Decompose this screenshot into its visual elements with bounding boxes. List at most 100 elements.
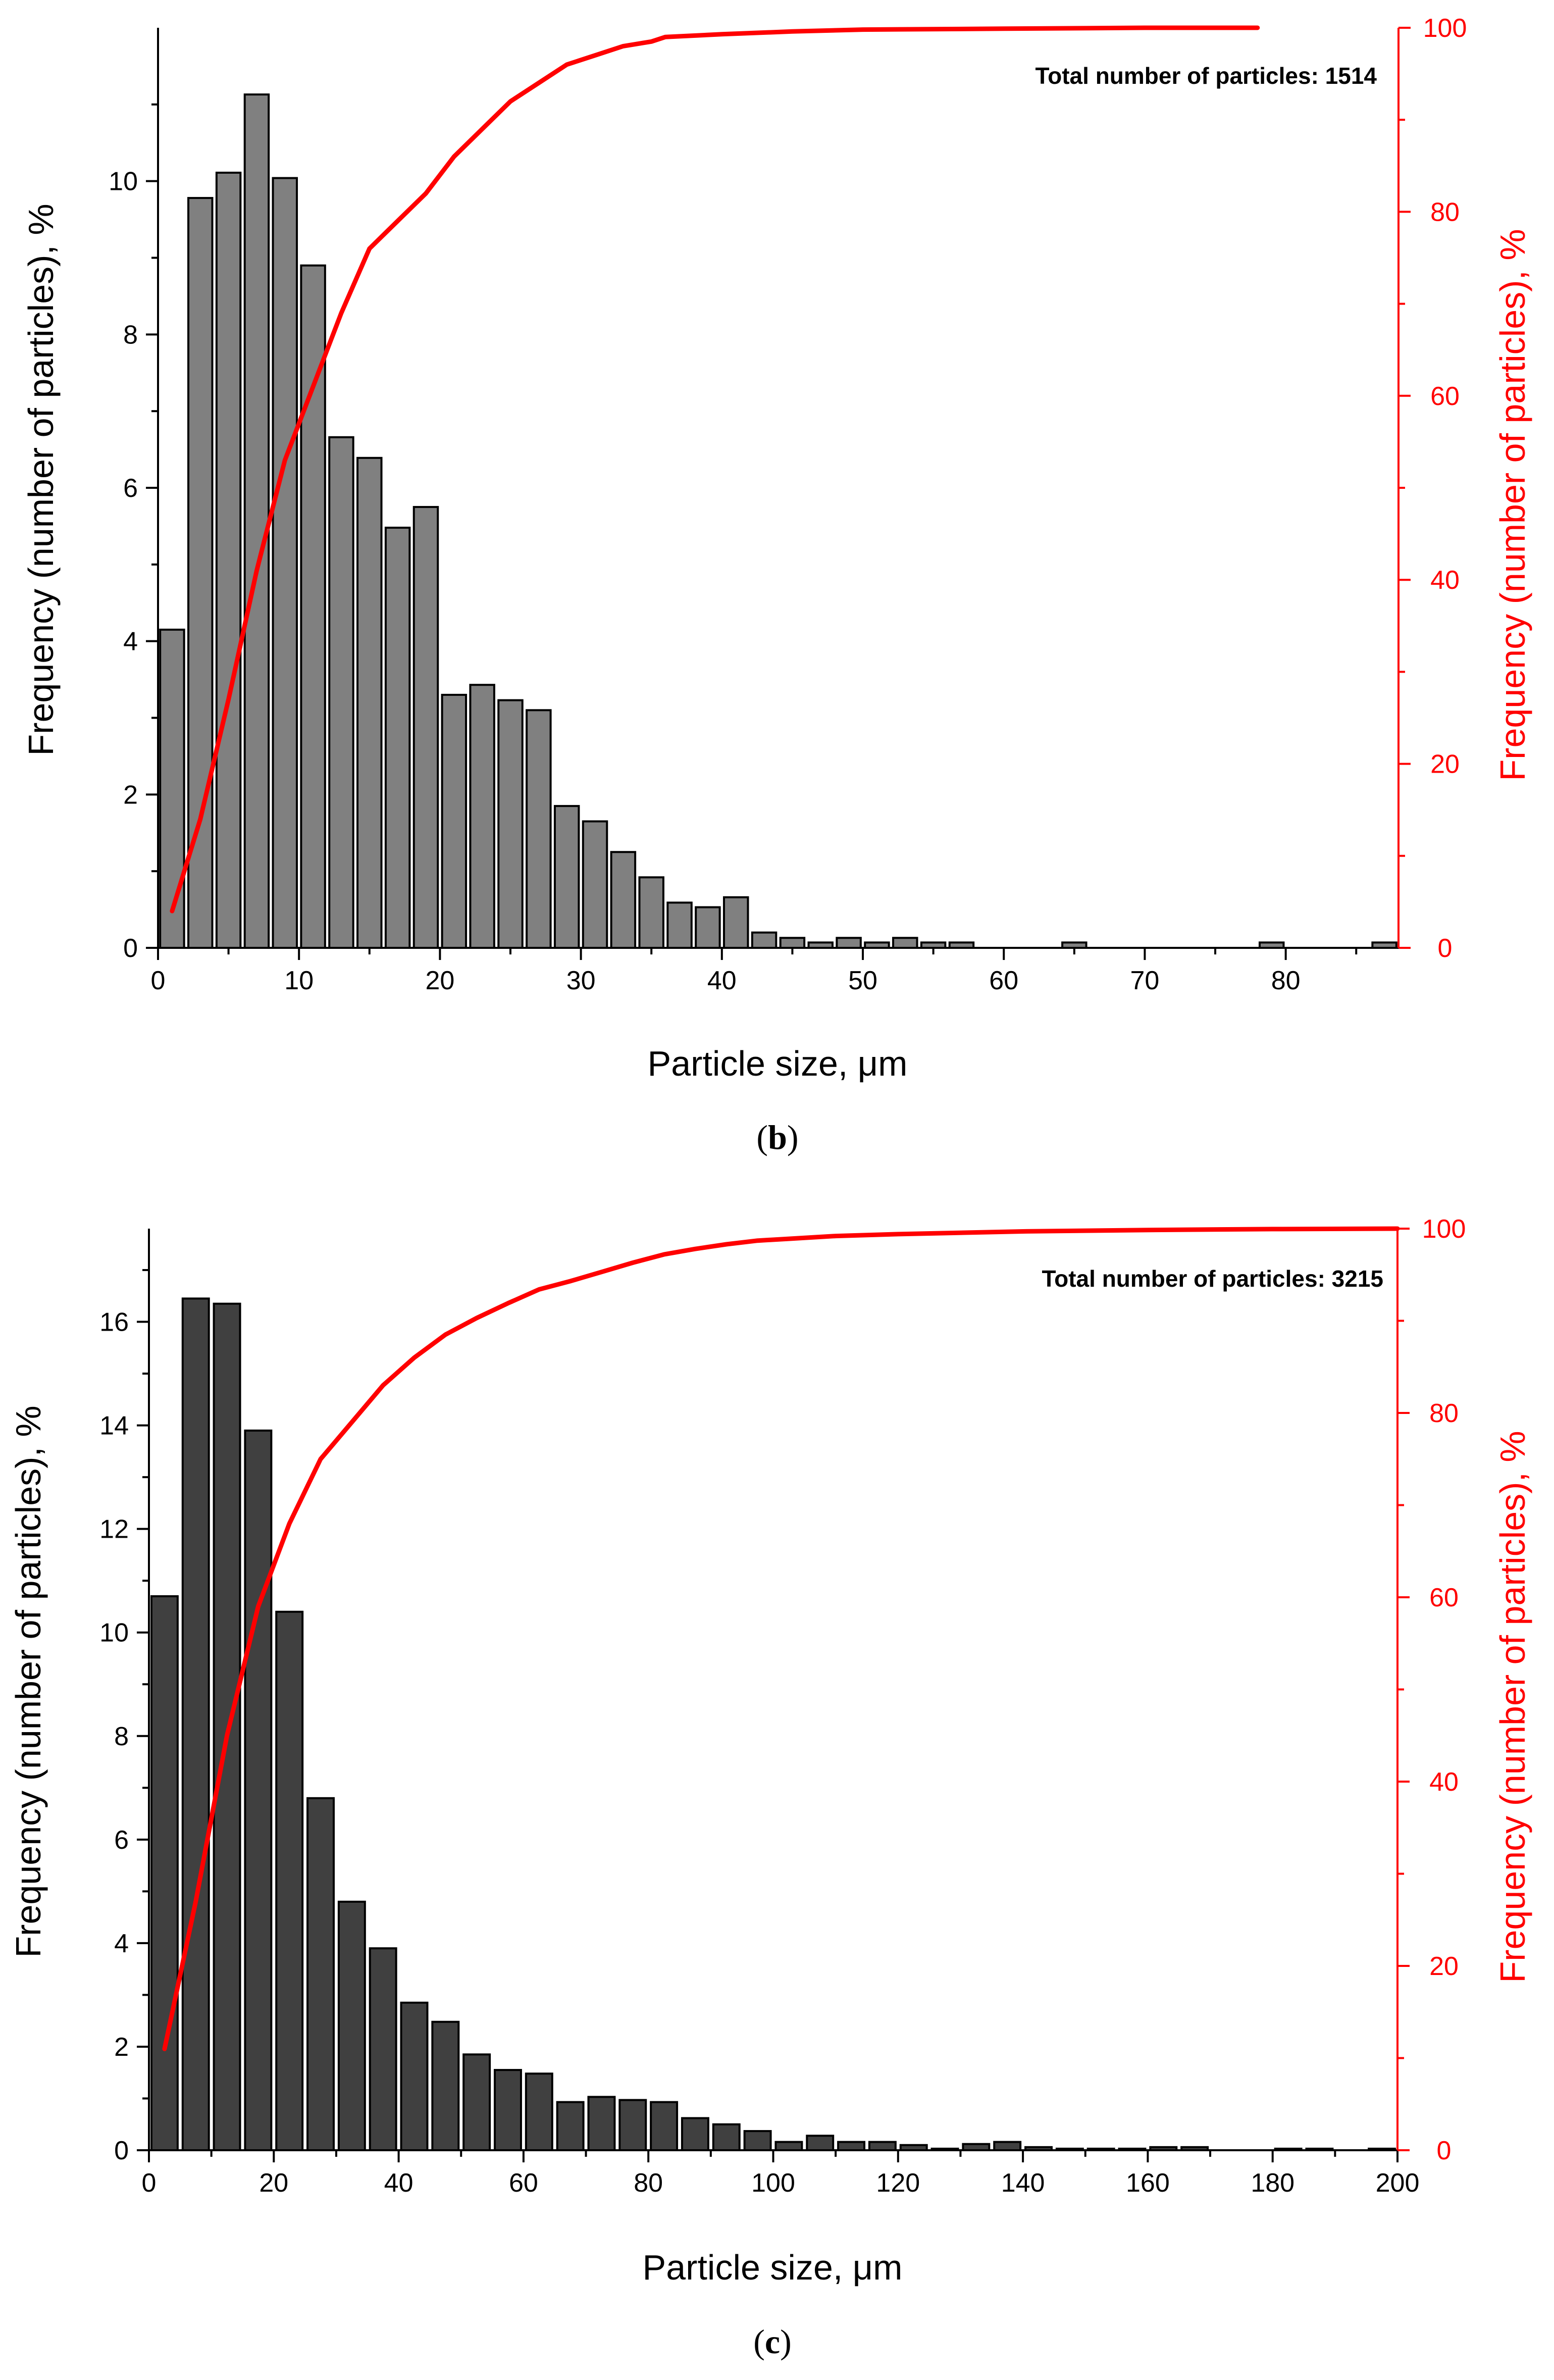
- y-tick-label: 2: [114, 2033, 129, 2062]
- bar: [836, 937, 862, 949]
- bar: [681, 2117, 709, 2152]
- bar: [400, 2001, 429, 2151]
- bar: [337, 1900, 366, 2152]
- y2-tick-label: 60: [1429, 1583, 1459, 1612]
- bar: [215, 171, 242, 949]
- bar: [187, 197, 214, 949]
- y-axis-title-b: Frequency (number of particles), %: [21, 204, 61, 755]
- y-tick-label: 14: [99, 1411, 129, 1441]
- bar: [779, 937, 806, 949]
- y-tick-label: 4: [123, 627, 138, 656]
- bar-series-b: [159, 93, 1397, 949]
- x-tick-label: 140: [1001, 2168, 1045, 2198]
- x-tick-label: 120: [876, 2168, 920, 2198]
- tick-marks-c: 0 20 40 60 80 100 120 140 160 180 2000246810121416…: [99, 1214, 1466, 2198]
- bar: [751, 931, 778, 949]
- bar: [462, 2053, 491, 2151]
- y-tick-label: 6: [123, 474, 138, 503]
- bar: [774, 2141, 803, 2152]
- y2-tick-label: 40: [1429, 1767, 1459, 1797]
- x-tick-label: 20: [425, 966, 454, 995]
- x-tick-label: 10: [284, 966, 314, 995]
- bar: [582, 820, 608, 949]
- y2-axis-title-b: Frequency (number of particles), %: [1493, 229, 1532, 781]
- annotation-total-b: Total number of particles: 1514: [1035, 63, 1377, 89]
- bar: [181, 1297, 210, 2151]
- bar: [243, 93, 270, 949]
- bar: [553, 805, 580, 949]
- y2-tick-label: 60: [1430, 382, 1460, 411]
- axes-frame-c: [148, 1229, 1398, 2151]
- bar-series-c: [150, 1297, 1396, 2152]
- y2-tick-label: 20: [1429, 1952, 1459, 1981]
- y2-tick-label: 100: [1422, 1214, 1466, 1244]
- bar: [556, 2101, 585, 2152]
- cumulative-series-b: [170, 25, 1260, 914]
- bar: [892, 937, 918, 949]
- y2-tick-label: 80: [1429, 1399, 1459, 1428]
- bar: [275, 1610, 304, 2151]
- bar: [525, 2072, 553, 2151]
- bar: [441, 693, 468, 949]
- y-tick-label: 12: [99, 1515, 129, 1544]
- y-tick-label: 0: [123, 934, 138, 963]
- x-tick-label: 30: [566, 966, 596, 995]
- x-tick-label: 20: [259, 2168, 288, 2198]
- y2-tick-label: 20: [1430, 750, 1460, 779]
- x-tick-label: 0: [151, 966, 166, 995]
- x-tick-label: 0: [142, 2168, 157, 2198]
- y-tick-label: 4: [114, 1929, 129, 1958]
- bar: [384, 526, 411, 949]
- x-tick-label: 160: [1126, 2168, 1170, 2198]
- y-axis-title-c: Frequency (number of particles), %: [9, 1405, 48, 1957]
- bar: [723, 896, 749, 949]
- bar: [497, 699, 524, 949]
- bar: [494, 2069, 522, 2152]
- x-axis-title-c: Particle size, μm: [643, 2248, 903, 2287]
- x-tick-label: 60: [989, 966, 1018, 995]
- bar: [469, 684, 495, 949]
- panel-label-c: (c): [753, 2322, 792, 2361]
- y2-tick-label: 40: [1430, 566, 1460, 595]
- x-tick-label: 50: [848, 966, 877, 995]
- x-tick-label: 200: [1376, 2168, 1420, 2198]
- bar: [618, 2099, 647, 2152]
- y-tick-label: 6: [114, 1826, 129, 1855]
- bar: [993, 2141, 1022, 2152]
- bar: [244, 1429, 273, 2152]
- bar: [431, 2020, 460, 2151]
- bar: [610, 851, 637, 949]
- panel-letter-b: b: [768, 1118, 787, 1156]
- x-tick-label: 40: [384, 2168, 413, 2198]
- bar: [695, 906, 721, 949]
- y-tick-label: 8: [123, 320, 138, 349]
- y-tick-label: 16: [99, 1308, 129, 1337]
- bar: [743, 2130, 772, 2151]
- bar: [526, 709, 552, 949]
- x-tick-label: 80: [634, 2168, 663, 2198]
- bar: [837, 2141, 866, 2152]
- y2-tick-label: 0: [1438, 934, 1453, 963]
- annotation-total-c: Total number of particles: 3215: [1042, 1265, 1383, 1292]
- bar: [806, 2135, 835, 2151]
- bar: [650, 2101, 679, 2152]
- y2-tick-label: 100: [1423, 14, 1467, 43]
- y-tick-label: 2: [123, 780, 138, 809]
- x-tick-label: 180: [1251, 2168, 1294, 2198]
- panel-label-b: (b): [756, 1118, 798, 1156]
- bar: [638, 876, 664, 949]
- cumulative-line: [162, 1226, 1400, 2051]
- bar: [306, 1797, 335, 2152]
- x-tick-label: 100: [751, 2168, 795, 2198]
- bar: [666, 901, 693, 949]
- bar: [159, 628, 185, 949]
- y-tick-label: 0: [114, 2136, 129, 2165]
- panel-letter-c: c: [765, 2322, 780, 2361]
- x-tick-label: 80: [1271, 966, 1301, 995]
- y-tick-label: 10: [99, 1618, 129, 1648]
- x-axis-title-b: Particle size, μm: [648, 1044, 908, 1083]
- cumulative-series-c: [162, 1226, 1400, 2051]
